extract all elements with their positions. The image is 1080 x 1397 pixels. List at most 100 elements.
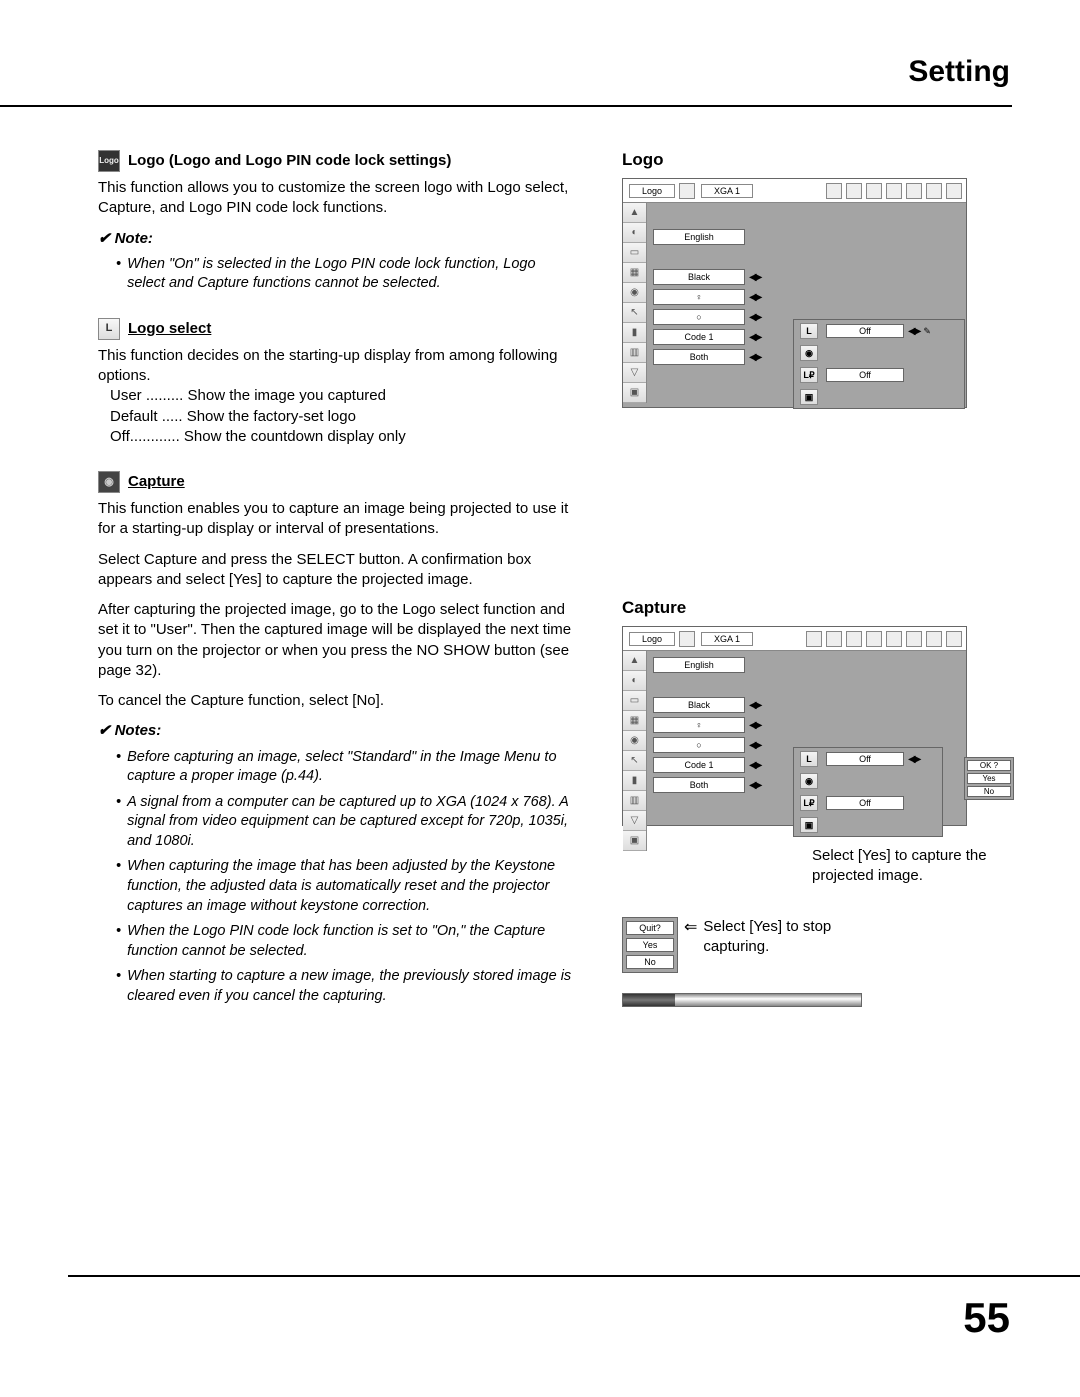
capture-icon: ◉ — [98, 471, 120, 493]
notes2-1: •A signal from a computer can be capture… — [116, 793, 573, 852]
logo-select-icon: L — [98, 318, 120, 340]
sidebar-down-icon: ▽ — [623, 363, 646, 383]
quit-yes[interactable]: Yes — [626, 938, 674, 952]
logo-select-header: L Logo select — [98, 318, 573, 340]
capture-osd: Logo XGA 1 ▲ ◐ ▭ ▦ ◉ ↖ ▮ ▥ ▽ — [622, 626, 967, 826]
quit-row: Quit? Yes No ⇐ Select [Yes] to stop capt… — [622, 917, 1012, 973]
osd-nav-icon — [906, 183, 922, 199]
capture-sub-panel: LOff◀▶ ◉ L₽Off ▣ — [793, 747, 943, 837]
sub-val: Off — [826, 324, 904, 338]
opt-off: Off............ Show the countdown displ… — [110, 427, 573, 447]
osd-nav-icon — [946, 631, 962, 647]
notes2-2: •When capturing the image that has been … — [116, 857, 573, 916]
sidebar-item: ↖ — [623, 751, 646, 771]
capture-p1: This function enables you to capture an … — [98, 499, 573, 540]
confirm-no[interactable]: No — [967, 786, 1011, 797]
left-column: Logo Logo (Logo and Logo PIN code lock s… — [98, 150, 573, 1006]
capture-p3: After capturing the projected image, go … — [98, 600, 573, 681]
confirm-ok: OK ? — [967, 760, 1011, 771]
logo-select-title: Logo select — [128, 319, 211, 339]
note1-label: ✔ Note: — [98, 229, 573, 249]
bottom-rule — [68, 1275, 1080, 1277]
osd-nav-icon — [906, 631, 922, 647]
logo-osd: Logo XGA 1 ▲ ◐ ▭ ▦ ◉ ↖ ▮ ▥ ▽ ▣ — [622, 178, 967, 408]
osd-field: Black◀▶ — [653, 269, 966, 285]
arrow-left-icon: ⇐ — [684, 917, 697, 937]
osd-nav-icon — [846, 631, 862, 647]
sidebar-item: ▮ — [623, 323, 646, 343]
quit-label: Quit? — [626, 921, 674, 935]
sub-capture-icon: ◉ — [800, 345, 818, 361]
page-title: Setting — [908, 55, 1010, 89]
capture-title: Capture — [128, 472, 185, 492]
sidebar-item: ▮ — [623, 771, 646, 791]
sidebar-item: ▦ — [623, 711, 646, 731]
capture-p2: Select Capture and press the SELECT butt… — [98, 550, 573, 591]
sidebar-item: ▦ — [623, 263, 646, 283]
top-rule — [0, 105, 1012, 107]
sidebar-item: ◉ — [623, 731, 646, 751]
sub-val: Off — [826, 796, 904, 810]
osd-topbar: Logo XGA 1 — [623, 627, 966, 651]
osd-nav-icon — [846, 183, 862, 199]
notes2-3: •When the Logo PIN code lock function is… — [116, 922, 573, 961]
sidebar-item: ▣ — [623, 383, 646, 403]
sub-lock-icon: L₽ — [800, 367, 818, 383]
logo-osd-heading: Logo — [622, 150, 1012, 170]
logo-sub-panel: LOff◀▶✎ ◉ L₽Off ▣ — [793, 319, 965, 409]
sidebar-item: ▭ — [623, 243, 646, 263]
sidebar-item: ▥ — [623, 791, 646, 811]
osd-nav-icon — [886, 183, 902, 199]
osd-sidebar: ▲ ◐ ▭ ▦ ◉ ↖ ▮ ▥ ▽ ▣ — [623, 203, 647, 403]
caption-stop: Select [Yes] to stop capturing. — [703, 917, 843, 958]
progress-fill — [623, 994, 675, 1006]
osd-topbar: Logo XGA 1 — [623, 179, 966, 203]
sidebar-up-icon: ▲ — [623, 651, 646, 671]
opt-default: Default ..... Show the factory-set logo — [110, 407, 573, 427]
osd-nav-icon — [826, 183, 842, 199]
sidebar-item: ◐ — [623, 671, 646, 691]
capture-header: ◉ Capture — [98, 471, 573, 493]
logo-settings-header: Logo Logo (Logo and Logo PIN code lock s… — [98, 150, 573, 172]
quit-no[interactable]: No — [626, 955, 674, 969]
right-column: Logo Logo XGA 1 ▲ ◐ ▭ ▦ ◉ ↖ ▮ ▥ — [622, 150, 1012, 1007]
sidebar-item: ↖ — [623, 303, 646, 323]
osd-nav-icon — [806, 631, 822, 647]
notes2-label: ✔ Notes: — [98, 721, 573, 741]
opt-user: User ......... Show the image you captur… — [110, 386, 573, 406]
logo-settings-body: This function allows you to customize th… — [98, 178, 573, 219]
sub-lock-icon: L₽ — [800, 795, 818, 811]
osd-field: ♀◀▶ — [653, 717, 966, 733]
note1-bullet: • When "On" is selected in the Logo PIN … — [116, 255, 573, 294]
logo-select-body: This function decides on the starting-up… — [98, 346, 573, 387]
osd-sidebar: ▲ ◐ ▭ ▦ ◉ ↖ ▮ ▥ ▽ ▣ — [623, 651, 647, 851]
notes2-4: •When starting to capture a new image, t… — [116, 967, 573, 1006]
osd-field: ♀◀▶ — [653, 289, 966, 305]
progress-bar — [622, 993, 862, 1007]
check-icon: ✔ — [98, 721, 111, 741]
osd-field: English — [653, 229, 966, 245]
osd-top-icon — [679, 183, 695, 199]
sidebar-item: ◉ — [623, 283, 646, 303]
sidebar-item: ◐ — [623, 223, 646, 243]
capture-p4: To cancel the Capture function, select [… — [98, 691, 573, 711]
osd-top-label: Logo — [629, 632, 675, 646]
osd-nav-icon — [866, 183, 882, 199]
sidebar-down-icon: ▽ — [623, 811, 646, 831]
osd-top-label: Logo — [629, 184, 675, 198]
sub-l-icon: L — [800, 323, 818, 339]
confirm-yes[interactable]: Yes — [967, 773, 1011, 784]
osd-nav-icon — [826, 631, 842, 647]
osd-nav-icon — [886, 631, 902, 647]
sidebar-item: ▥ — [623, 343, 646, 363]
sub-back-icon: ▣ — [800, 389, 818, 405]
osd-top-icon — [679, 631, 695, 647]
page-number: 55 — [963, 1294, 1010, 1342]
logo-settings-title: Logo (Logo and Logo PIN code lock settin… — [128, 151, 451, 171]
sidebar-up-icon: ▲ — [623, 203, 646, 223]
sub-capture-icon: ◉ — [800, 773, 818, 789]
osd-nav-icon — [926, 631, 942, 647]
sidebar-item: ▣ — [623, 831, 646, 851]
capture-osd-heading: Capture — [622, 598, 1012, 618]
osd-nav-icon — [926, 183, 942, 199]
